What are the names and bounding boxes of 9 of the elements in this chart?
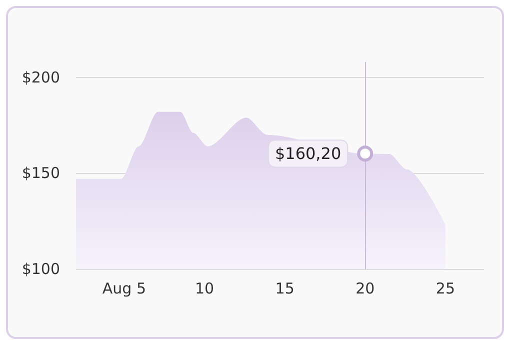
x-tick-label: 15 — [275, 280, 294, 298]
x-tick-label: 20 — [356, 280, 375, 298]
y-tick-label: $150 — [22, 164, 60, 182]
annotation: $160,20 — [274, 144, 342, 164]
x-tick-label: 10 — [194, 280, 214, 298]
y-tick-label: $200 — [22, 68, 60, 86]
x-tick-label: 25 — [436, 280, 455, 298]
y-tick-label: $100 — [22, 260, 60, 278]
x-tick-label: Aug 5 — [102, 280, 146, 298]
